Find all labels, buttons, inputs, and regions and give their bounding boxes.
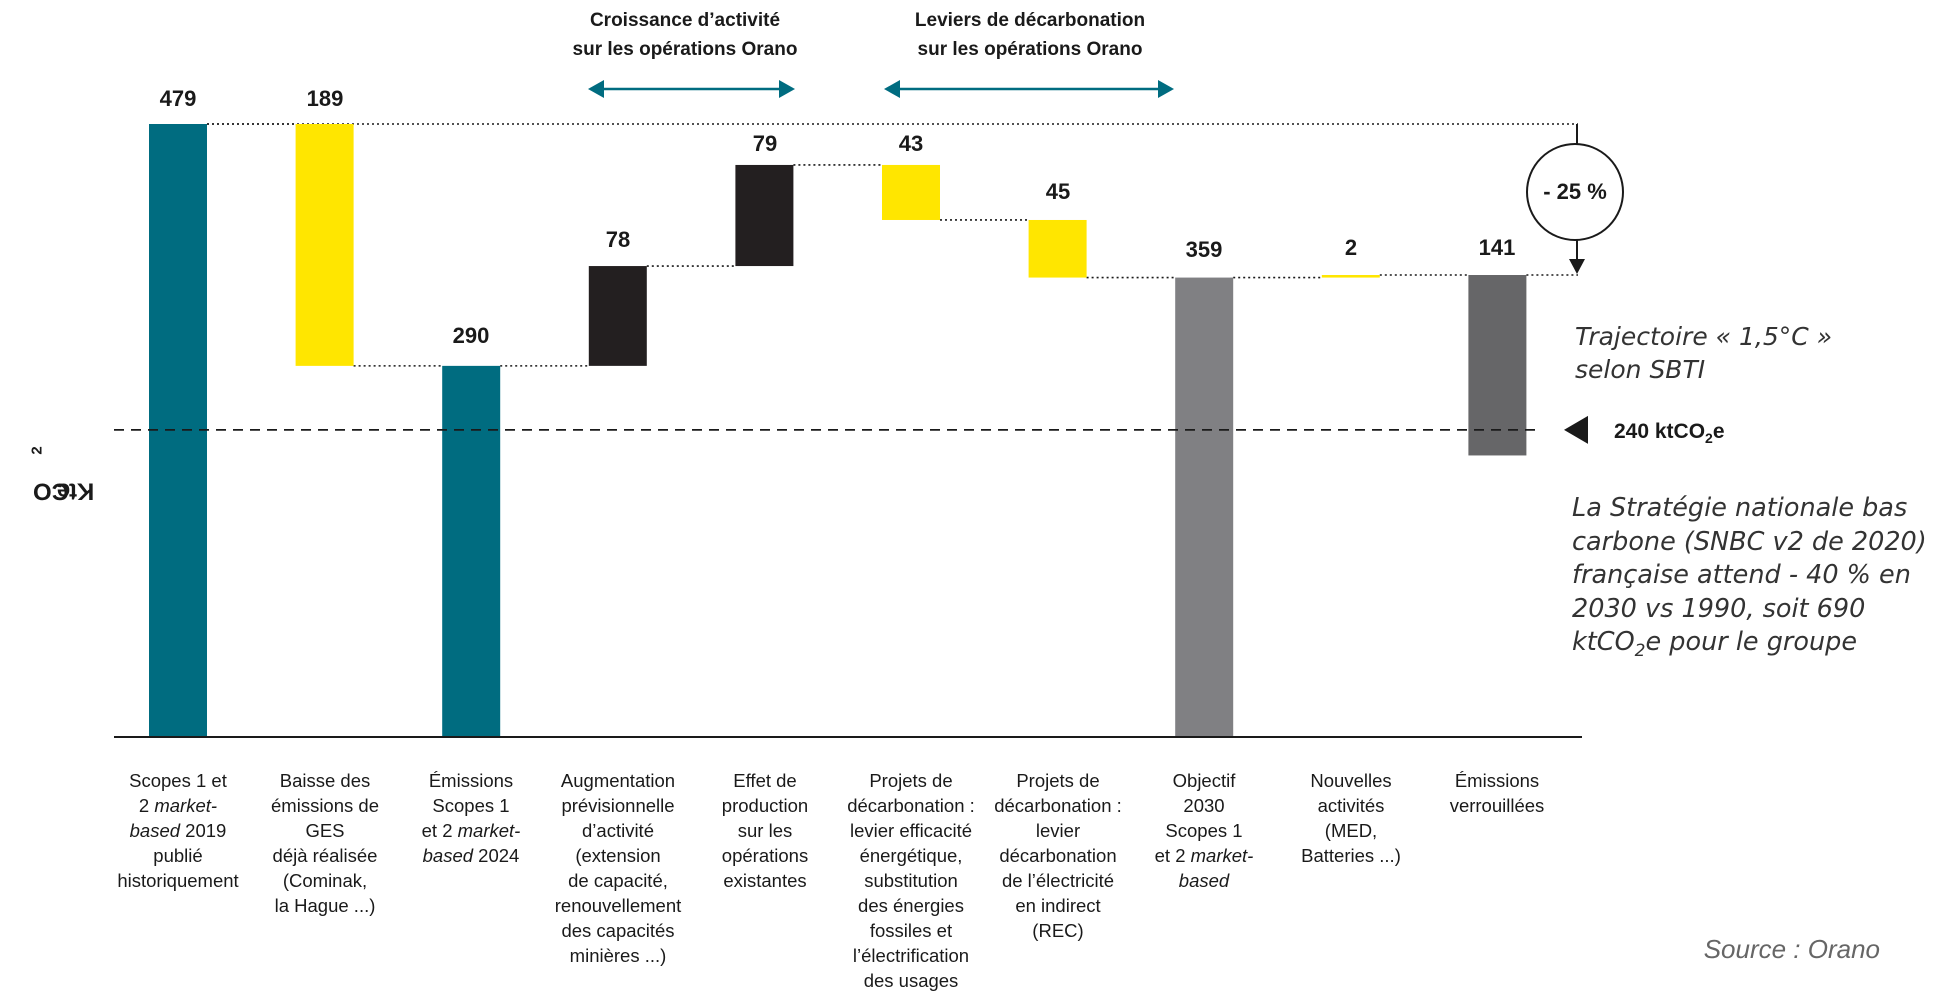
value-label: 78: [606, 227, 630, 252]
bar-4: [735, 164, 794, 267]
group-span-arrow-0: [588, 80, 795, 98]
bar-8: [1321, 275, 1380, 278]
value-label: 45: [1046, 179, 1070, 204]
category-label-0: Scopes 1 et 2 market- based 2019 publié …: [117, 770, 239, 891]
value-label: 79: [753, 131, 777, 156]
bar-9: [1468, 275, 1527, 456]
value-label: 43: [899, 131, 923, 156]
value-label: 2: [1345, 235, 1357, 260]
bar-5: [882, 164, 940, 220]
reduction-badge: - 25 %: [1526, 143, 1624, 241]
category-label-9: Émissions verrouillées: [1449, 770, 1545, 816]
value-label: 141: [1479, 235, 1516, 260]
target-marker-triangle: [1564, 415, 1588, 444]
bar-6: [1028, 219, 1087, 278]
group-label-activity-growth: Croissance d’activité sur les opérations…: [572, 10, 798, 60]
value-label: 479: [160, 86, 197, 111]
category-label-7: Objectif 2030 Scopes 1 et 2 market- base…: [1154, 770, 1254, 891]
value-label: 189: [307, 86, 344, 111]
reference-line-group: [114, 415, 1588, 444]
bar-1: [295, 124, 354, 366]
connector-lines: [207, 123, 1585, 367]
value-label: 290: [453, 323, 490, 348]
group-span-arrow-1: [884, 80, 1174, 98]
target-label: 240 ktCO2e: [1614, 420, 1725, 447]
source-note: Source : Orano: [1703, 934, 1880, 964]
category-label-2: Émissions Scopes 1 et 2 market- based 20…: [421, 770, 521, 866]
axis-group: [114, 80, 1582, 738]
category-label-8: Nouvelles activités (MED, Batteries ...): [1301, 770, 1401, 866]
bars-group: [149, 124, 1527, 737]
snbc-note: La Stratégie nationale bas carbone (SNBC…: [1572, 493, 1927, 662]
trajectory-note: Trajectoire « 1,5°C » selon SBTI: [1575, 322, 1833, 384]
bar-2: [442, 365, 501, 737]
y-axis-label: KtCO 2 e: [28, 446, 95, 505]
reduction-arrow-head: [1569, 259, 1585, 275]
value-labels-group: 479 189 290 78 79 43 45 359 2 141: [160, 86, 1516, 348]
bar-3: [588, 266, 647, 366]
group-label-decarbonation-levers: Leviers de décarbonation sur les opérati…: [914, 10, 1146, 60]
category-label-6: Projets de décarbonation : levier décarb…: [994, 770, 1122, 941]
category-label-5: Projets de décarbonation : levier effica…: [847, 770, 975, 991]
bar-0: [149, 124, 207, 737]
category-label-3: Augmentation prévisionnelle d’activité (…: [554, 770, 682, 966]
category-label-1: Baisse des émissions de GES déjà réalisé…: [271, 770, 379, 916]
value-label: 359: [1186, 237, 1223, 262]
category-label-4: Effet de production sur les opérations e…: [721, 770, 809, 891]
bar-7: [1175, 277, 1234, 737]
